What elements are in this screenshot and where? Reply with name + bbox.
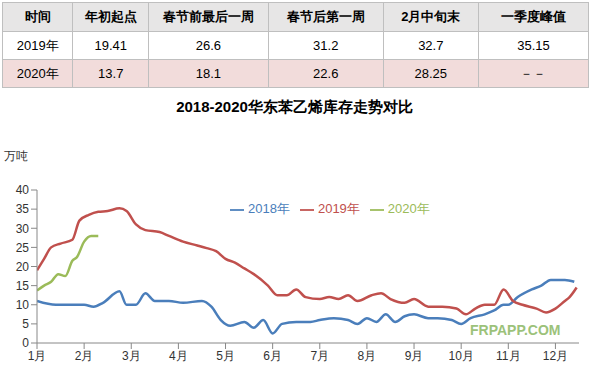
html-text:2020年: 2020年 xyxy=(16,65,59,81)
svg-text:0: 0 xyxy=(22,336,29,350)
html-text:19.41: 19.41 xyxy=(94,38,127,53)
svg-text:2月: 2月 xyxy=(75,349,94,363)
html-text:2月中旬末: 2月中旬末 xyxy=(401,9,461,24)
html-text:春节前最后一周: 春节前最后一周 xyxy=(162,9,254,24)
html-text:一季度峰值: 一季度峰值 xyxy=(500,9,566,24)
svg-text:5月: 5月 xyxy=(216,349,235,363)
svg-text:12月: 12月 xyxy=(543,349,568,363)
svg-text:10月: 10月 xyxy=(448,349,473,363)
svg-text:11月: 11月 xyxy=(496,349,520,363)
svg-text:8月: 8月 xyxy=(358,349,377,363)
svg-text:25: 25 xyxy=(16,241,30,255)
svg-text:30: 30 xyxy=(16,222,30,236)
html-text:32.7: 32.7 xyxy=(418,38,444,53)
html-text:2018-2020华东苯乙烯库存走势对比: 2018-2020华东苯乙烯库存走势对比 xyxy=(176,98,413,115)
svg-text:7月: 7月 xyxy=(310,349,329,363)
html-text:31.2: 31.2 xyxy=(313,38,339,53)
html-text:18.1: 18.1 xyxy=(195,66,221,81)
html-text:春节后第一周: 春节后第一周 xyxy=(286,9,365,24)
html-text:13.7: 13.7 xyxy=(98,66,124,81)
html-text:年初起点: 年初起点 xyxy=(84,9,137,24)
svg-text:1月: 1月 xyxy=(28,349,47,363)
html-text:2019年: 2019年 xyxy=(16,37,59,53)
html-text:万吨: 万吨 xyxy=(4,149,28,163)
svg-text:4月: 4月 xyxy=(169,349,188,363)
html-text:28.25: 28.25 xyxy=(414,66,447,81)
svg-text:5: 5 xyxy=(22,317,29,331)
svg-text:3月: 3月 xyxy=(122,349,141,363)
svg-text:35: 35 xyxy=(16,202,30,216)
svg-text:15: 15 xyxy=(16,279,30,293)
svg-text:10: 10 xyxy=(16,298,30,312)
html-text:22.6: 22.6 xyxy=(313,66,339,81)
html-text:时间: 时间 xyxy=(24,9,51,24)
html-text:2019年: 2019年 xyxy=(317,201,360,216)
html-text:26.6: 26.6 xyxy=(195,38,221,53)
html-text:2020年: 2020年 xyxy=(387,201,430,216)
html-text:FRPAPP.COM: FRPAPP.COM xyxy=(470,322,561,338)
svg-text:40: 40 xyxy=(16,183,30,197)
html-text:35.15: 35.15 xyxy=(517,38,550,53)
svg-text:9月: 9月 xyxy=(405,349,424,363)
svg-text:20: 20 xyxy=(16,260,30,274)
html-text:2018年: 2018年 xyxy=(248,201,290,216)
svg-text:6月: 6月 xyxy=(263,349,282,363)
